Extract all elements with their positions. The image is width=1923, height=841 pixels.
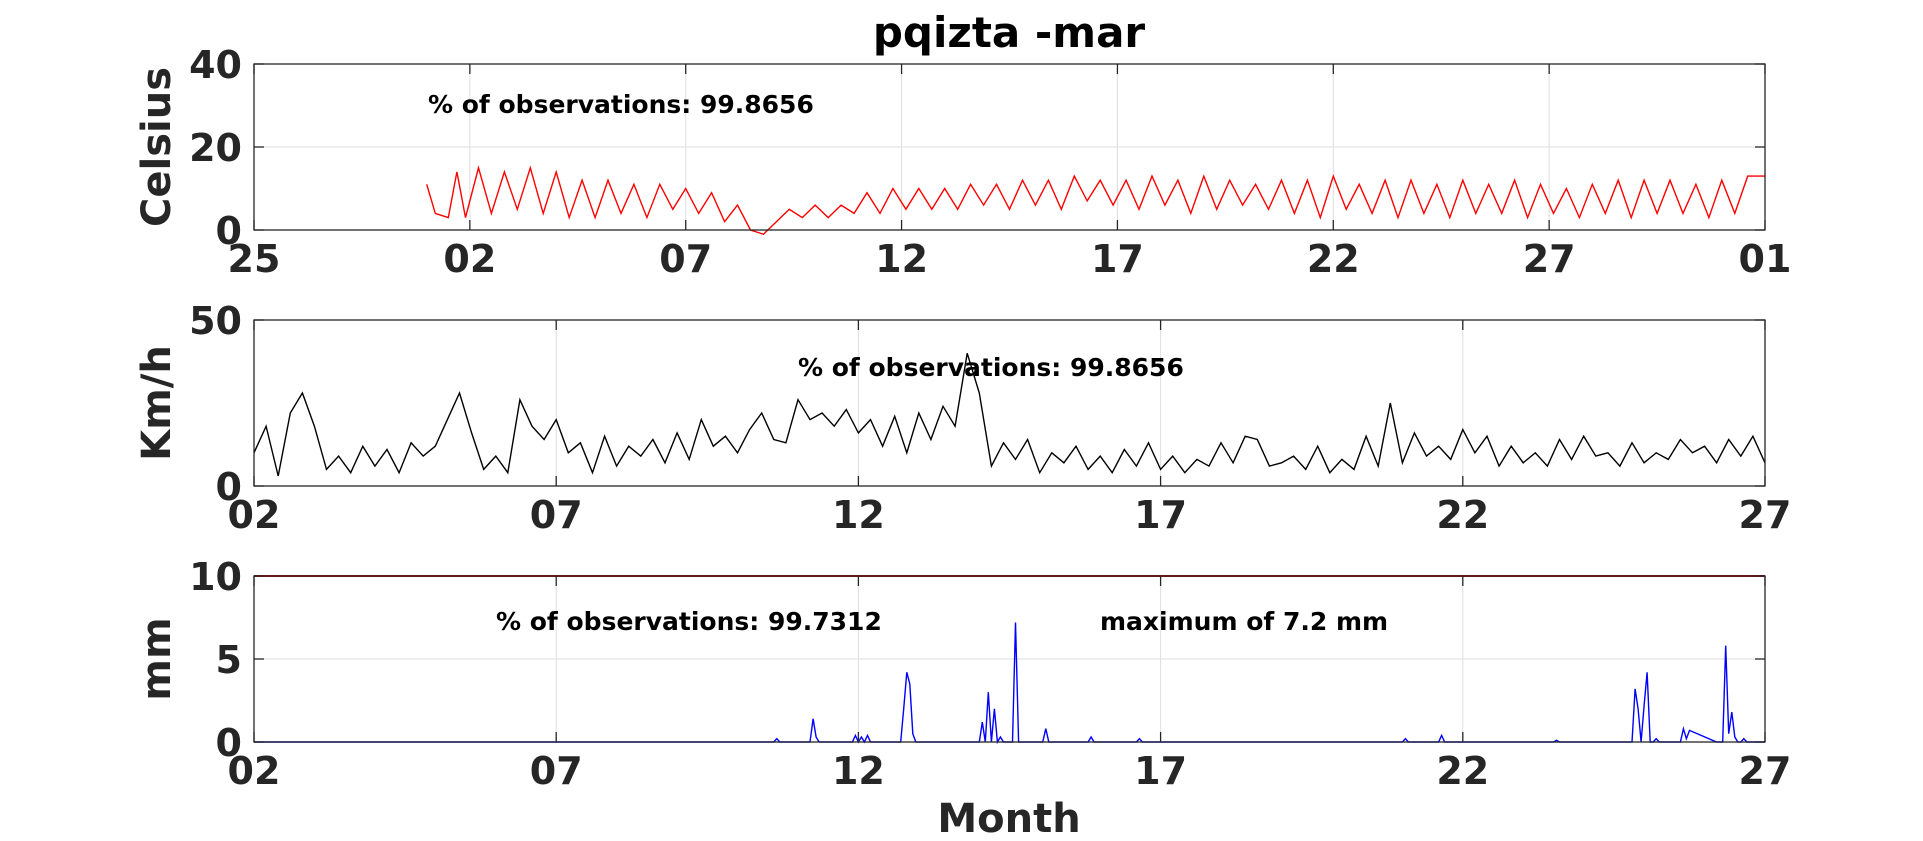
temperature-x-tick-label: 27 <box>1523 237 1576 281</box>
precipitation-x-tick-label: 02 <box>228 749 281 793</box>
wind-y-axis-label: Km/h <box>134 345 180 461</box>
temperature-series-line <box>426 165 1765 235</box>
temperature-x-tick-label: 12 <box>875 237 928 281</box>
temperature-x-tick-label: 22 <box>1307 237 1360 281</box>
wind-y-tick-label: 0 <box>216 465 242 509</box>
precipitation-y-axis-label: mm <box>134 617 180 700</box>
temperature-x-tick-label: 25 <box>228 237 281 281</box>
precipitation-y-tick-label: 10 <box>189 555 242 599</box>
temperature-annotation: % of observations: 99.8656 <box>428 90 814 119</box>
temperature-y-tick-label: 40 <box>189 43 242 87</box>
wind-x-tick-label: 07 <box>530 493 583 537</box>
temperature-y-tick-label: 20 <box>189 126 242 170</box>
precipitation-annotation: % of observations: 99.7312 <box>496 607 882 636</box>
temperature-x-tick-label: 17 <box>1091 237 1144 281</box>
wind-series-line <box>254 352 1765 477</box>
precipitation-x-tick-label: 27 <box>1739 749 1792 793</box>
temperature-y-axis-label: Celsius <box>134 67 180 227</box>
wind-plot-area <box>254 320 1765 486</box>
precipitation-annotation: maximum of 7.2 mm <box>1100 607 1388 636</box>
precipitation-x-tick-label: 22 <box>1436 749 1489 793</box>
precipitation-y-tick-label: 5 <box>216 638 242 682</box>
wind-axes-frame <box>253 319 1766 487</box>
wind-x-tick-label: 22 <box>1436 493 1489 537</box>
temperature-x-tick-label: 01 <box>1739 237 1792 281</box>
precipitation-y-tick-label: 0 <box>216 721 242 765</box>
wind-x-tick-label: 12 <box>832 493 885 537</box>
temperature-x-tick-label: 07 <box>659 237 712 281</box>
x-axis-label: Month <box>937 796 1080 841</box>
wind-x-tick-label: 02 <box>228 493 281 537</box>
precipitation-x-tick-label: 17 <box>1134 749 1187 793</box>
wind-annotation: % of observations: 99.8656 <box>798 353 1184 382</box>
wind-y-tick-label: 50 <box>189 299 242 343</box>
temperature-y-tick-label: 0 <box>216 209 242 253</box>
wind-x-tick-label: 27 <box>1739 493 1792 537</box>
wind-x-tick-label: 17 <box>1134 493 1187 537</box>
temperature-x-tick-label: 02 <box>443 237 496 281</box>
figure-title: pqizta -mar <box>873 8 1146 57</box>
precipitation-x-tick-label: 12 <box>832 749 885 793</box>
precipitation-x-tick-label: 07 <box>530 749 583 793</box>
